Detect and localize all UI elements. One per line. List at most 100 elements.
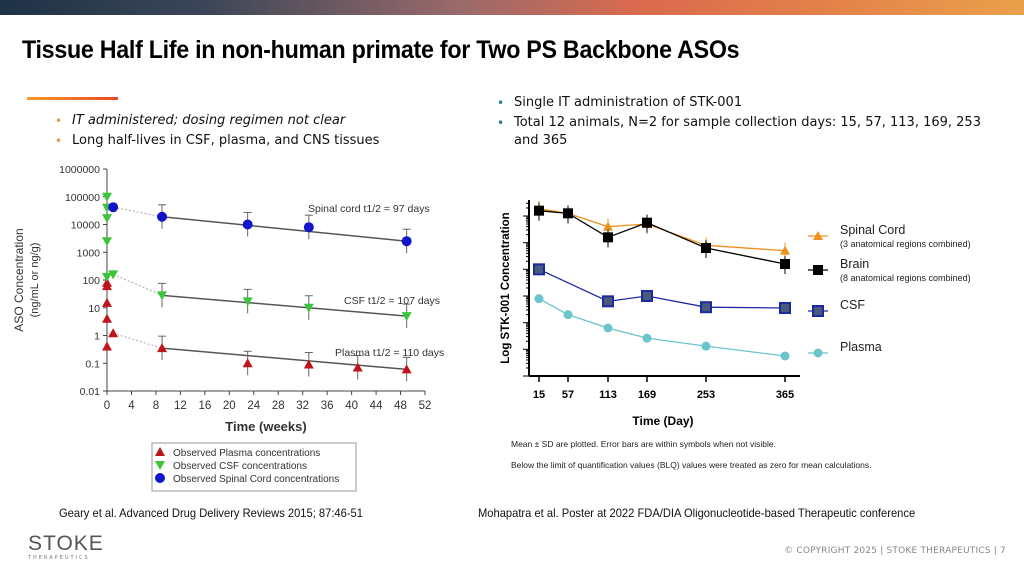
data-point [401,312,412,322]
data-point [157,291,168,301]
right-citation: Mohapatra et al. Poster at 2022 FDA/DIA … [478,506,916,520]
stoke-logo: STOKE THERAPEUTICS [28,532,104,562]
slide-title: Tissue Half Life in non-human primate fo… [22,36,740,64]
y-tick-label: 10 [88,303,100,315]
data-point [780,351,790,361]
x-tick-label: 48 [394,400,407,412]
x-axis-title: Time (weeks) [225,419,306,434]
y-tick-label: 100 [82,275,100,287]
data-point [534,294,544,304]
fit-line [161,294,407,317]
data-point [157,343,168,353]
data-point [534,205,544,216]
legend-marker [155,461,165,470]
data-point [533,263,545,276]
accent-underline [27,97,118,100]
data-point [303,303,314,313]
data-point [102,341,112,351]
data-point [102,237,112,247]
logo-subtitle: THERAPEUTICS [28,555,90,561]
x-tick-label: 52 [419,400,432,412]
fit-line [161,216,407,242]
left-bullet: • IT administered; dosing regimen not cle… [55,111,379,131]
series-line [538,298,786,357]
footer-copyright: © COPYRIGHT 2025 | STOKE THERAPEUTICS | … [784,546,1006,556]
y-tick-label: 1000 [77,247,101,259]
x-axis-title: Time (Day) [632,414,693,428]
fit-label-spinal: Spinal cord t1/2 = 97 days [308,203,430,215]
data-point [242,358,253,368]
dotted-line [113,206,163,218]
x-tick-label: 57 [562,389,574,401]
data-point [242,219,253,230]
left-bullet-list: • IT administered; dosing regimen not cle… [55,111,379,151]
legend-box [151,442,357,492]
legend-label: Observed Spinal Cord concentrations [173,474,339,485]
legend-label: Observed Plasma concentrations [173,448,320,459]
x-tick-label: 44 [370,400,383,412]
bullet-dot-icon: • [55,114,63,128]
x-tick-label: 8 [153,400,159,412]
chart-note-blq: Below the limit of quantification values… [511,460,872,470]
data-point [352,362,363,372]
x-tick-label: 253 [697,389,715,401]
legend-label: Plasma [840,340,882,354]
data-point [780,245,790,255]
y-tick-label: 1000000 [59,164,100,176]
right-bullet: • Single IT administration of STK-001 [497,95,743,110]
data-point [108,328,119,338]
data-point [602,295,614,308]
data-point [108,202,119,213]
legend-label: CSF [840,298,865,312]
bullet-dot-icon: • [497,116,505,130]
legend-sublabel: (8 anatomical regions combined) [840,273,971,283]
legend-label: Spinal Cord [840,223,905,237]
y-tick-label: 0.01 [80,386,101,398]
y-axis-title: Log STK-001 Concentration [500,212,512,363]
bullet-dot-icon: • [497,96,505,110]
data-point [700,301,712,314]
right-chart: 15 57 113 169 253 365 Time (Day) Log STK-001 Co… [500,200,971,428]
legend-label: Brain [840,257,869,271]
y-tick-label: 10000 [71,220,100,232]
y-tick-label: 1 [94,331,100,343]
chart-note-sd: Mean ± SD are plotted. Error bars are wi… [511,439,776,449]
x-tick-label: 36 [321,400,334,412]
right-bullet: • Total 12 animals, N=2 for sample collec… [497,115,981,148]
left-citation: Geary et al. Advanced Drug Delivery Revi… [59,506,363,520]
legend-marker [812,305,824,317]
fit-line [161,347,407,371]
x-tick-label: 365 [776,389,794,401]
y-tick-label: 100000 [65,192,100,204]
legend-label: Observed CSF concentrations [173,461,307,472]
data-point [779,302,791,314]
data-point [102,272,112,282]
data-point [563,310,573,320]
x-tick-label: 169 [638,389,656,401]
dotted-line [112,273,163,296]
data-point [780,259,790,269]
data-point [603,232,613,243]
data-point [401,364,412,374]
fit-label-csf: CSF t1/2 = 107 days [344,295,440,307]
top-gradient-bar [0,0,1024,15]
series-line [538,210,786,265]
data-point [641,290,653,302]
data-point [642,333,652,343]
data-point [401,236,412,247]
series-line [538,268,786,309]
data-point [102,214,112,224]
left-bullet: • Long half-lives in CSF, plasma, and CNS… [55,131,379,151]
dotted-line [112,332,163,349]
x-tick-label: 16 [198,400,211,412]
bullet-dot-icon: • [55,134,63,148]
x-tick-label: 113 [599,389,617,401]
x-tick-label: 28 [272,400,285,412]
data-point [102,192,112,202]
data-point [563,208,573,219]
legend-sublabel: (3 anatomical regions combined) [840,239,971,249]
logo-wordmark: STOKE [28,532,104,555]
x-tick-label: 0 [104,400,110,412]
x-tick-label: 20 [223,400,236,412]
